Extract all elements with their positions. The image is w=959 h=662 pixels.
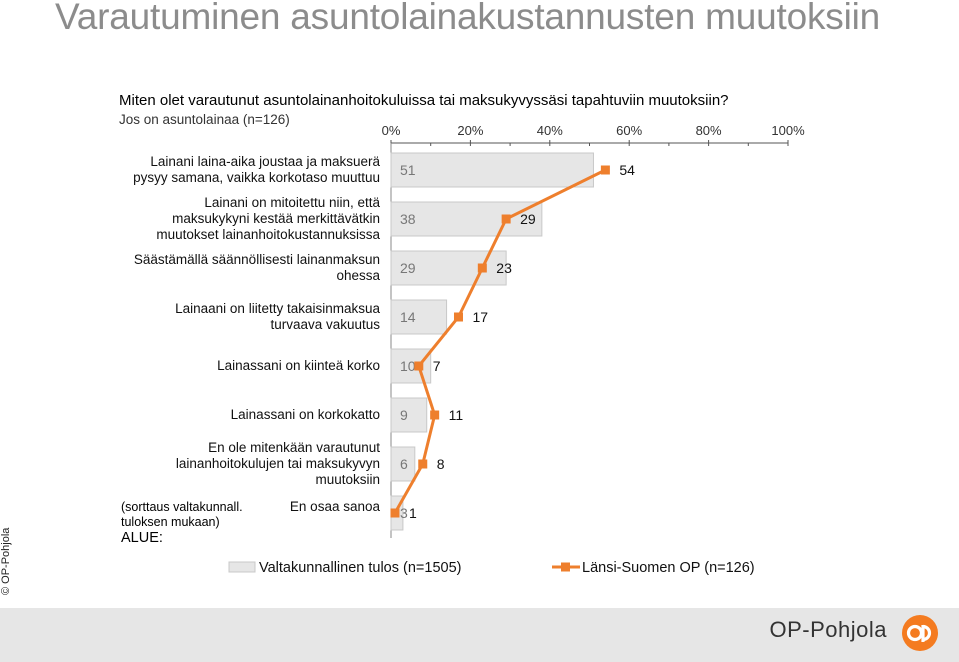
op-pohjola-logo-icon <box>902 615 938 651</box>
category-label-line: Lainaani on liitetty takaisinmaksua <box>175 301 380 316</box>
line-marker-region <box>477 263 487 273</box>
bar-value-label: 38 <box>400 211 416 227</box>
category-label-line: turvaava vakuutus <box>270 317 380 332</box>
x-tick-label: 40% <box>537 123 563 138</box>
category-label-line: ohessa <box>336 268 380 283</box>
survey-question: Miten olet varautunut asuntolainanhoitok… <box>119 92 729 109</box>
category-label: En osaa sanoa <box>290 499 380 515</box>
line-value-label: 23 <box>496 260 512 276</box>
category-label-line: lainanhoitokulujen tai maksukyvyn <box>175 456 380 471</box>
legend-marker-region <box>561 562 570 572</box>
category-label-line: muutokset lainanhoitokustannuksissa <box>156 227 380 242</box>
line-marker-region <box>430 410 440 420</box>
category-label-line: maksukykyni kestää merkittävätkin <box>172 211 380 226</box>
survey-chart: 0% 20% 40% 60% 80% 100% 51 38 29 14 10 9 6 3 54 29 23 17 7… <box>228 123 805 576</box>
copyright-text: © OP-Pohjola <box>0 527 12 595</box>
category-label: Lainaani on liitetty takaisinmaksua turva… <box>175 301 380 333</box>
x-tick-label: 0% <box>382 123 401 138</box>
page-title: Varautuminen asuntolainakustannusten muu… <box>55 0 880 37</box>
category-label-line: Lainassani on korkokatto <box>230 407 380 422</box>
legend-label-region: Länsi-Suomen OP (n=126) <box>582 560 755 576</box>
x-tick-label: 100% <box>771 123 805 138</box>
bar-national <box>390 201 543 237</box>
category-label-line: Lainassani on kiinteä korko <box>217 358 380 373</box>
bar-value-label: 9 <box>400 407 408 423</box>
category-label-line: muutoksiin <box>315 472 380 487</box>
survey-subquestion: Jos on asuntolainaa (n=126) <box>119 112 290 127</box>
series-line-region <box>393 168 607 514</box>
line-marker-region <box>453 312 463 322</box>
line-marker-region <box>390 508 400 518</box>
category-label: Lainassani on korkokatto <box>231 407 380 423</box>
bar-national <box>390 299 448 335</box>
area-label: ALUE: <box>121 530 163 546</box>
line-marker-region <box>600 165 610 175</box>
category-label: Säästämällä säännöllisesti lainanmaksun o… <box>134 252 380 284</box>
legend-label-national: Valtakunnallinen tulos (n=1505) <box>259 560 461 576</box>
bar-value-label: 29 <box>400 260 416 276</box>
category-label: Lainassani on kiinteä korko <box>217 358 380 374</box>
category-label: Lainani laina-aika joustaa ja maksuerä py… <box>133 154 380 186</box>
legend-swatch-national <box>228 561 256 573</box>
bar-value-label: 10 <box>400 358 416 374</box>
bar-value-label: 51 <box>400 162 416 178</box>
category-label: Lainani on mitoitettu niin, että maksukyk… <box>156 195 380 243</box>
line-value-label: 29 <box>520 211 536 227</box>
bar-national <box>390 397 428 433</box>
category-label-line: Lainani laina-aika joustaa ja maksuerä <box>150 154 380 169</box>
bar-national <box>390 446 416 482</box>
line-value-label: 54 <box>619 162 635 178</box>
category-label-line: En osaa sanoa <box>289 499 380 514</box>
line-marker-region <box>501 214 511 224</box>
bar-national <box>390 152 594 188</box>
sort-note: (sorttaus valtakunnall. tuloksen mukaan) <box>121 500 243 530</box>
footer-band <box>0 608 959 662</box>
bar-national <box>390 348 432 384</box>
x-tick-label: 80% <box>696 123 722 138</box>
line-marker-region <box>418 459 428 469</box>
bar-value-label: 14 <box>400 309 416 325</box>
category-label-line: Lainani on mitoitettu niin, että <box>204 195 380 210</box>
line-value-label: 1 <box>409 505 417 521</box>
bar-value-label: 3 <box>400 505 408 521</box>
x-tick-label: 20% <box>457 123 483 138</box>
category-label-line: pysyy samana, vaikka korkotaso muuttuu <box>133 170 380 185</box>
line-value-label: 17 <box>472 309 488 325</box>
sort-note-line1: (sorttaus valtakunnall. <box>121 500 243 514</box>
line-value-label: 8 <box>437 456 445 472</box>
brand-name: OP-Pohjola <box>769 617 887 642</box>
line-value-label: 7 <box>433 358 441 374</box>
category-label-line: Säästämällä säännöllisesti lainanmaksun <box>133 252 380 267</box>
x-tick-label: 60% <box>616 123 642 138</box>
line-marker-region <box>414 361 424 371</box>
sort-note-line2: tuloksen mukaan) <box>121 515 220 529</box>
category-label: En ole mitenkään varautunut lainanhoitoku… <box>176 440 380 488</box>
line-value-label: 11 <box>449 407 464 423</box>
category-label-line: En ole mitenkään varautunut <box>208 440 380 455</box>
bar-value-label: 6 <box>400 456 408 472</box>
